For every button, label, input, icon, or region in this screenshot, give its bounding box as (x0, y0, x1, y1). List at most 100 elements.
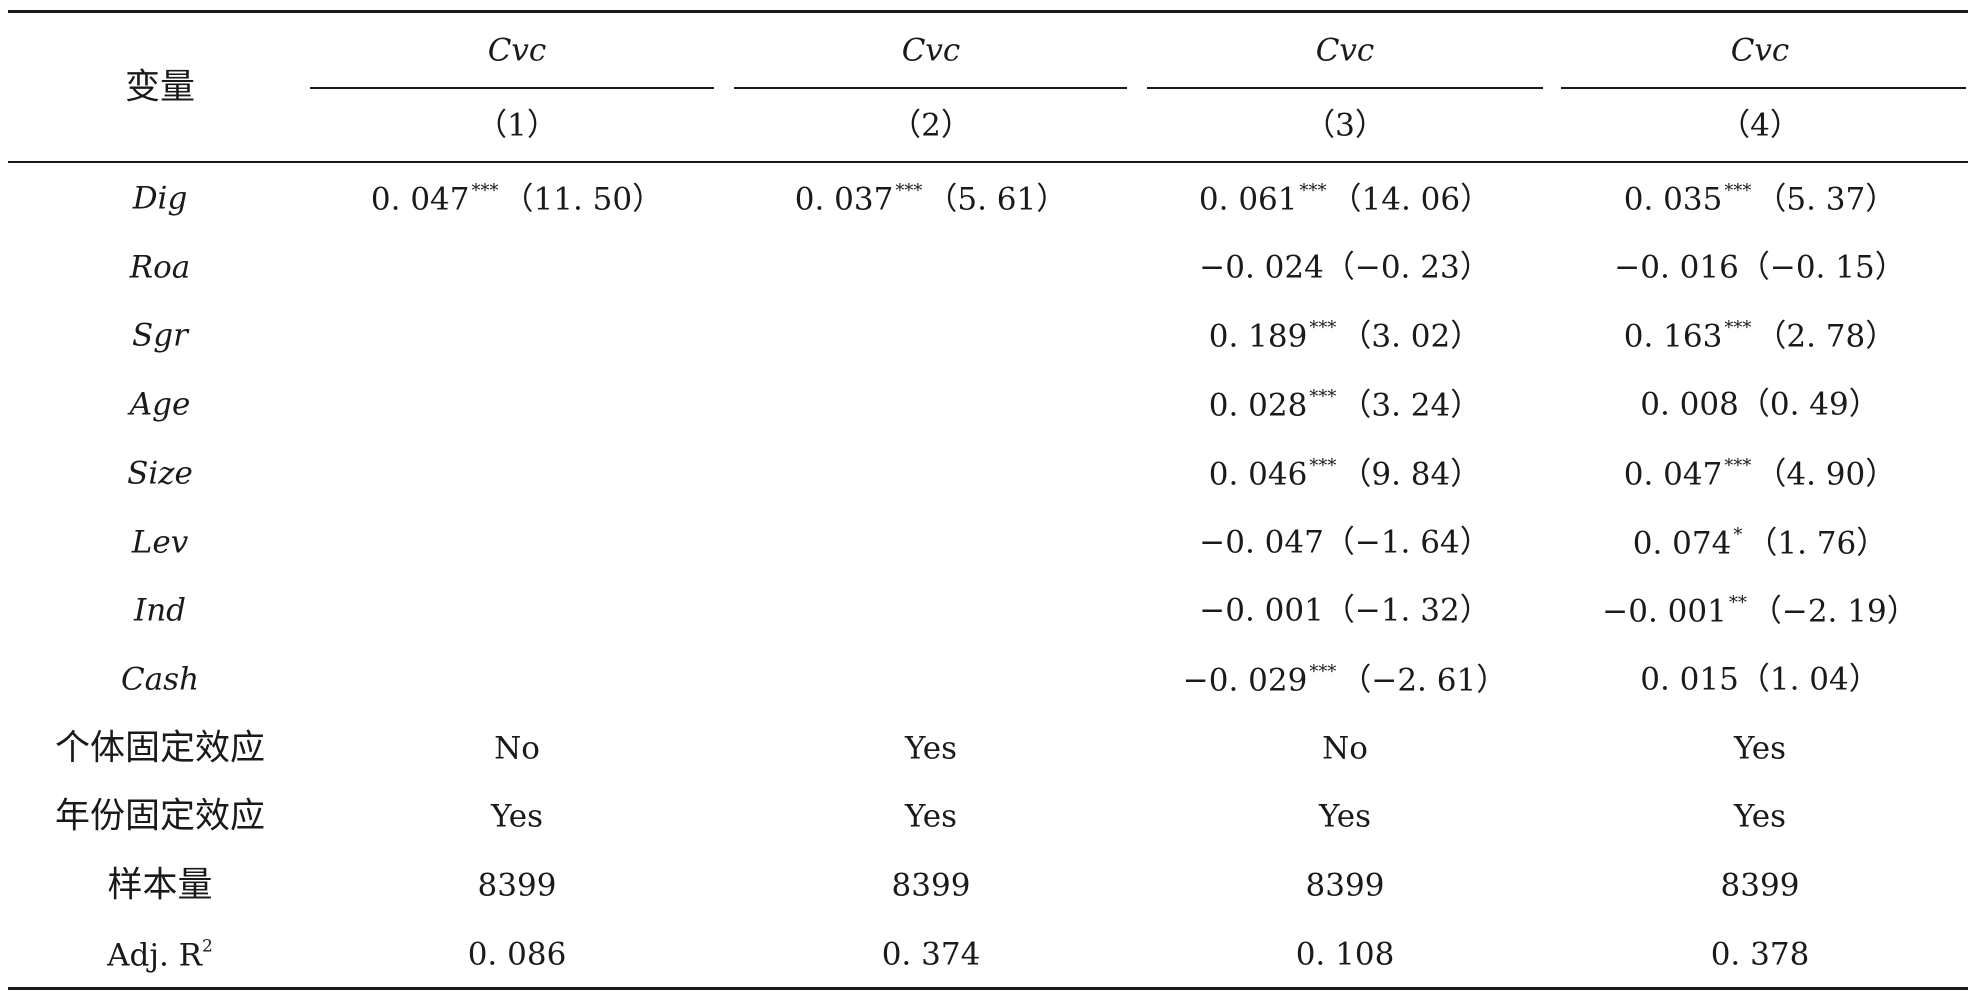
significance-stars: ** (1728, 592, 1747, 614)
coefficient: Yes (1733, 730, 1787, 767)
coefficient: 0. 086 (467, 936, 567, 973)
coefficient: Yes (904, 730, 958, 767)
t-statistic: （4. 90） (1755, 456, 1897, 493)
t-statistic: （3. 24） (1340, 387, 1482, 424)
coefficient: 0. 189 (1208, 318, 1308, 355)
coefficient: 8399 (1305, 867, 1385, 904)
row-label: 个体固定效应 (54, 728, 266, 769)
table-cell: Yes (490, 798, 544, 835)
row-label: Dig (132, 180, 188, 217)
table-cell: −0. 029 *** （−2. 61） (1183, 662, 1508, 699)
table-cell: 0. 074 * （1. 76） (1632, 524, 1888, 562)
significance-stars: * (1733, 524, 1743, 546)
table-cell: 0. 086 (467, 936, 567, 973)
table-cell: −0. 001（−1. 32） (1199, 592, 1491, 629)
table-cell: Yes (1734, 801, 1786, 833)
row-label: Roa (129, 249, 191, 286)
coefficient: 0. 061 (1198, 181, 1298, 218)
coefficient: 0. 015 (1640, 661, 1739, 698)
coefficient: 0. 035 (1623, 181, 1723, 218)
row-label: Ind (133, 592, 187, 629)
coefficient: Yes (490, 798, 544, 835)
significance-stars: *** (1724, 180, 1752, 202)
coefficient: 0. 378 (1710, 936, 1810, 973)
t-statistic: （5. 61） (926, 181, 1068, 218)
t-statistic: （0. 49） (1738, 386, 1880, 423)
col2-number: （2） (890, 107, 972, 144)
significance-stars: *** (1309, 386, 1337, 408)
significance-stars: *** (1724, 317, 1752, 339)
col1-dependent-var: Cvc (487, 32, 547, 69)
table-cell: −0. 024（−0. 23） (1199, 249, 1491, 286)
row-label: Sgr (132, 317, 188, 354)
coefficient: 8399 (891, 867, 971, 904)
table-cell: 0. 047 *** （11. 50） (370, 180, 664, 218)
significance-stars: *** (1724, 455, 1752, 477)
t-statistic: （−2. 19） (1750, 593, 1918, 630)
table-cell: 0. 008（0. 49） (1640, 386, 1880, 423)
col2-dependent-var: Cvc (901, 32, 961, 69)
t-statistic: （3. 02） (1340, 318, 1482, 355)
table-cell: 8399 (1720, 867, 1800, 904)
coefficient: −0. 047 (1199, 524, 1324, 561)
table-cell: 8399 (891, 867, 971, 904)
table-cell: 0. 108 (1295, 936, 1395, 973)
coefficient: 0. 008 (1640, 386, 1739, 423)
table-cell: Yes (905, 801, 957, 833)
coefficient: 0. 163 (1623, 318, 1723, 355)
t-statistic: （−2. 61） (1340, 662, 1508, 699)
table-cell: 0. 028 *** （3. 24） (1209, 386, 1482, 424)
row-label: Size (127, 455, 193, 492)
table-cell: No (494, 730, 540, 767)
coefficient: −0. 001 (1602, 593, 1727, 630)
t-statistic: （11. 50） (502, 181, 664, 218)
table-cell: −0. 047（−1. 64） (1199, 524, 1491, 561)
significance-stars: *** (1309, 317, 1337, 339)
table-cell: 0. 046 *** （9. 84） (1209, 456, 1482, 493)
t-statistic: （5. 37） (1755, 181, 1897, 218)
table-cell: −0. 001 ** （−2. 19） (1602, 592, 1918, 630)
coefficient: 8399 (1720, 867, 1800, 904)
t-statistic: （−1. 32） (1323, 592, 1491, 629)
table-cell: −0. 016（−0. 15） (1614, 249, 1905, 286)
t-statistic: （9. 84） (1340, 456, 1482, 493)
row-label: 年份固定效应 (54, 796, 266, 837)
coefficient: Yes (1318, 798, 1372, 835)
row-label: Cash (120, 661, 200, 698)
superscript: 2 (202, 936, 213, 957)
bottom-rule (8, 987, 1968, 990)
coefficient: No (494, 730, 540, 767)
table-cell: 0. 037 *** （5. 61） (794, 181, 1068, 218)
row-label: Adj. R2 (107, 936, 213, 974)
row-label: Lev (131, 524, 189, 561)
table-cell: Yes (1733, 730, 1787, 767)
table-cell: 0. 378 (1710, 936, 1810, 973)
t-statistic: （−1. 64） (1323, 524, 1491, 561)
coefficient: 0. 037 (794, 181, 894, 218)
table-cell: 8399 (478, 870, 557, 902)
coefficient: 0. 074 (1632, 525, 1732, 562)
col2-header-rule (734, 87, 1127, 89)
top-rule (8, 10, 1968, 13)
row-label: 样本量 (107, 865, 213, 906)
table-cell: 0. 061 *** （14. 06） (1198, 180, 1491, 218)
col3-number: （3） (1304, 107, 1386, 144)
table-cell: 0. 035 *** （5. 37） (1623, 180, 1897, 218)
significance-stars: *** (471, 180, 499, 202)
col4-dependent-var: Cvc (1730, 32, 1790, 69)
coefficient: 0. 047 (1623, 456, 1723, 493)
coefficient: −0. 016 (1614, 249, 1739, 286)
coefficient: 0. 047 (370, 181, 470, 218)
table-cell: 0. 015（1. 04） (1640, 661, 1880, 698)
t-statistic: （2. 78） (1755, 318, 1897, 355)
table-cell: 0. 047 *** （4. 90） (1623, 455, 1897, 493)
table-cell: 0. 189 *** （3. 02） (1208, 317, 1482, 355)
significance-stars: *** (1299, 180, 1327, 202)
coefficient: 0. 108 (1295, 936, 1395, 973)
header-bottom-rule (8, 161, 1968, 163)
t-statistic: （−0. 23） (1323, 249, 1491, 286)
t-statistic: （1. 76） (1746, 525, 1888, 562)
col1-number: （1） (476, 107, 558, 144)
row-label: Age (129, 386, 191, 423)
